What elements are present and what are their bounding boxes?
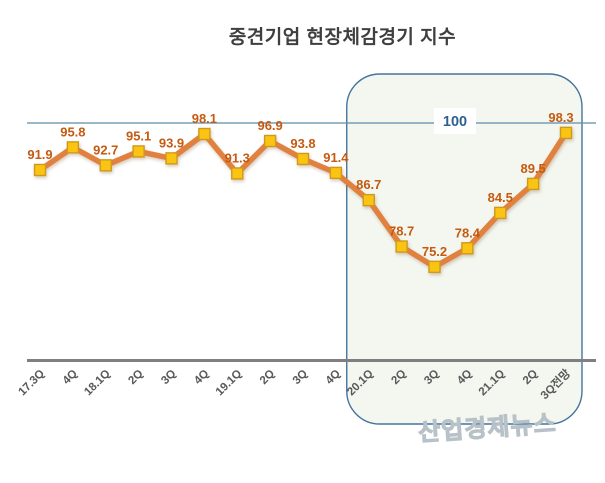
x-axis-tick-label: 4Q xyxy=(61,368,80,387)
data-point-marker xyxy=(231,167,244,180)
data-point-label: 95.8 xyxy=(60,124,85,139)
chart-title: 중견기업 현장체감경기 지수 xyxy=(228,27,457,48)
data-point-marker xyxy=(198,127,211,141)
x-axis-tick-label: 3Q xyxy=(291,368,310,387)
data-point-marker xyxy=(66,141,80,154)
data-point-label: 93.9 xyxy=(159,135,184,150)
data-point-marker xyxy=(99,159,112,172)
data-point-label: 98.1 xyxy=(192,111,217,126)
data-point-marker xyxy=(263,134,277,148)
data-point-marker xyxy=(329,166,343,180)
x-axis-tick-label: 19.1Q xyxy=(214,368,245,399)
x-axis-tick-label: 4Q xyxy=(324,368,343,387)
data-point-label: 96.9 xyxy=(257,118,282,133)
data-point-marker xyxy=(132,145,145,158)
data-point-label: 75.2 xyxy=(422,244,447,259)
x-axis-tick-label: 17.3Q xyxy=(16,368,47,399)
data-point-label: 84.5 xyxy=(488,190,513,205)
data-point-marker xyxy=(526,177,540,191)
data-point-marker xyxy=(165,152,178,165)
data-point-marker xyxy=(494,206,507,220)
data-point-marker xyxy=(33,163,47,177)
reference-label-box xyxy=(434,108,476,134)
data-point-label: 91.3 xyxy=(225,150,250,165)
data-point-label: 91.4 xyxy=(323,150,349,165)
x-axis-tick-label: 2Q xyxy=(258,368,277,387)
data-point-label: 78.4 xyxy=(455,225,481,240)
data-point-label: 78.7 xyxy=(389,224,414,239)
data-point-label: 91.9 xyxy=(27,147,52,162)
data-point-label: 95.1 xyxy=(126,128,151,143)
data-point-label: 98.3 xyxy=(548,110,573,125)
data-point-marker xyxy=(461,242,474,255)
x-axis-tick-label: 2Q xyxy=(126,368,145,387)
data-point-marker xyxy=(395,240,408,253)
x-axis-tick-label: 3Q xyxy=(159,368,178,387)
x-axis-tick-label: 18.1Q xyxy=(82,368,113,399)
data-point-label: 86.7 xyxy=(356,177,381,192)
series-group xyxy=(33,126,573,274)
data-point-label: 92.7 xyxy=(93,142,118,157)
reference-line-label: 100 xyxy=(443,114,467,130)
data-point-marker xyxy=(559,126,573,140)
data-point-marker xyxy=(362,193,375,207)
data-point-marker xyxy=(428,260,441,274)
x-axis-tick-label: 4Q xyxy=(192,368,211,387)
data-point-label: 93.8 xyxy=(290,136,315,151)
data-point-marker xyxy=(296,152,310,166)
data-point-label: 89.5 xyxy=(520,161,545,176)
